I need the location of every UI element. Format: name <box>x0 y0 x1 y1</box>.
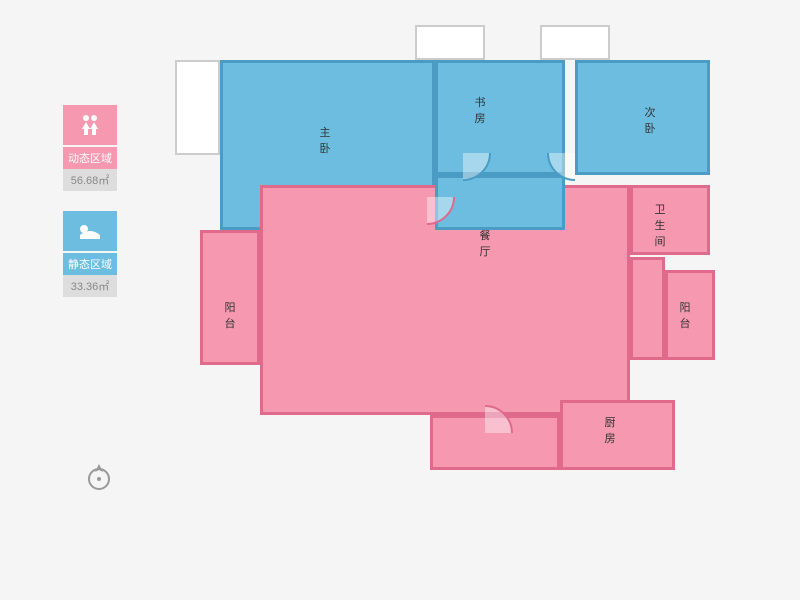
sleep-icon <box>63 211 117 251</box>
legend-dynamic-value: 56.68㎡ <box>63 169 117 191</box>
legend-dynamic-label: 动态区域 <box>63 147 117 169</box>
wall-bump <box>415 25 485 60</box>
room-卫生间 <box>630 185 710 255</box>
legend-panel: 动态区域 56.68㎡ 静态区域 33.36㎡ <box>55 105 125 317</box>
room-次卧 <box>575 60 710 175</box>
room-阳台 <box>665 270 715 360</box>
legend-static-value: 33.36㎡ <box>63 275 117 297</box>
legend-dynamic: 动态区域 56.68㎡ <box>55 105 125 191</box>
wall-bump <box>175 60 220 155</box>
room-书房 <box>435 60 565 175</box>
legend-static-label: 静态区域 <box>63 253 117 275</box>
room-extension <box>630 257 665 360</box>
room-阳台 <box>200 230 260 365</box>
people-icon <box>63 105 117 145</box>
wall-bump <box>540 25 610 60</box>
room-extension <box>435 175 565 230</box>
room-厨房 <box>560 400 675 470</box>
compass-icon <box>84 462 114 497</box>
legend-static: 静态区域 33.36㎡ <box>55 211 125 297</box>
